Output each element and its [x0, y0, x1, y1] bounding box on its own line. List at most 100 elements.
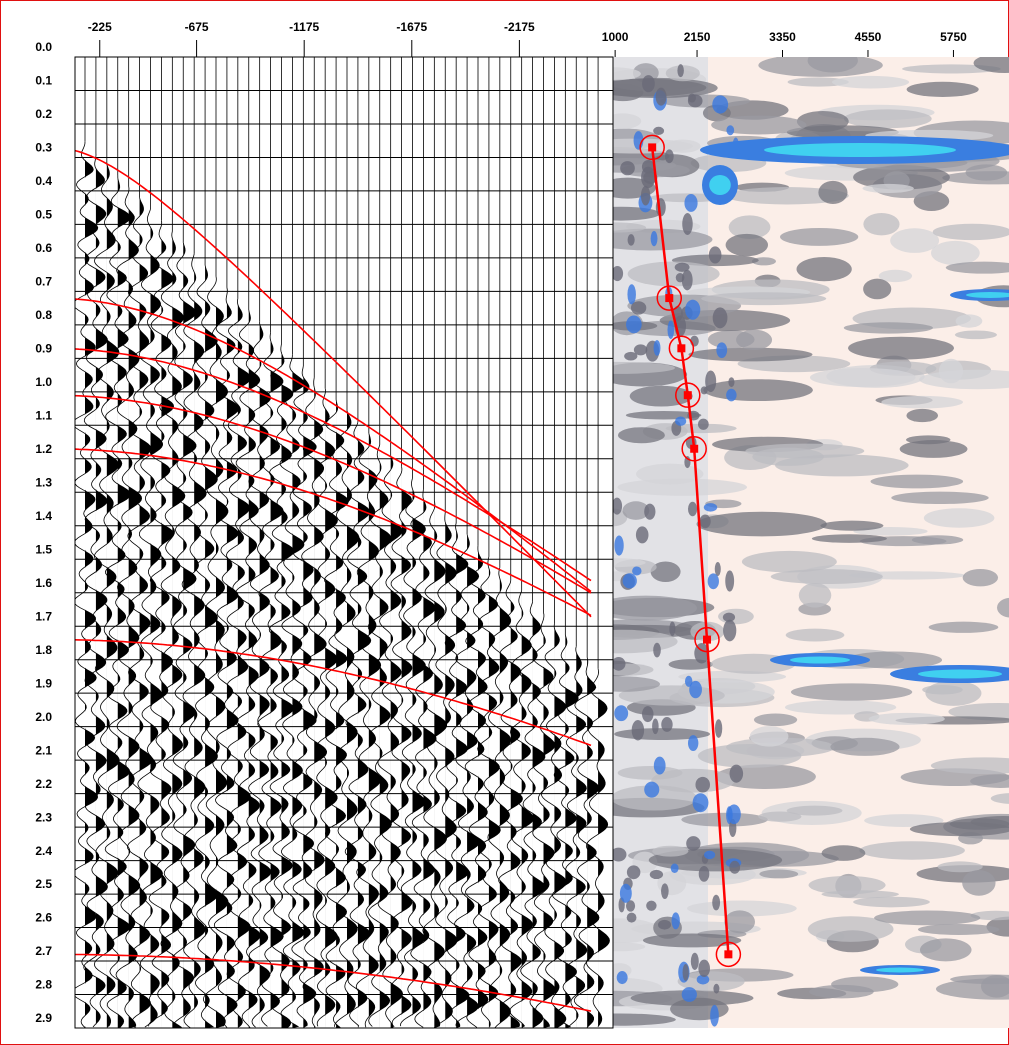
- semblance-blob: [725, 187, 849, 205]
- semblance-spot: [675, 273, 685, 283]
- semblance-spot: [622, 573, 637, 589]
- semblance-spot: [614, 705, 629, 722]
- semblance-blob: [863, 278, 892, 300]
- semblance-blob: [997, 597, 1009, 618]
- trace-wiggle: [400, 478, 426, 1027]
- semblance-spot: [681, 987, 697, 1002]
- semblance-blob: [928, 621, 999, 633]
- pick-marker: [690, 444, 699, 453]
- semblance-peak-core: [876, 967, 924, 973]
- trace-wiggle: [291, 365, 317, 1027]
- semblance-spot: [727, 804, 741, 825]
- semblance-blob: [696, 511, 827, 537]
- semblance-blob: [862, 183, 914, 193]
- semblance-blob: [906, 81, 979, 97]
- semblance-spot: [675, 416, 687, 426]
- semblance-spot: [697, 418, 709, 430]
- y-tick-label: 1.0: [35, 375, 52, 389]
- semblance-blob: [809, 368, 916, 387]
- semblance-blob: [617, 765, 683, 780]
- semblance-blob: [613, 595, 697, 621]
- trace-fill: [379, 444, 392, 1028]
- semblance-spot: [670, 863, 679, 873]
- x-tick-label: 1000: [602, 30, 629, 44]
- semblance-spot: [655, 87, 667, 106]
- semblance-spot: [653, 756, 666, 775]
- semblance-blob: [753, 713, 798, 727]
- semblance-spot: [710, 1004, 719, 1027]
- semblance-blob: [749, 726, 789, 747]
- trace-wiggle: [477, 556, 501, 1027]
- moveout-curve: [75, 448, 592, 617]
- trace-wiggle: [390, 466, 413, 1028]
- trace-wiggle: [148, 220, 175, 1027]
- semblance-spot: [698, 866, 710, 882]
- semblance-spot: [713, 983, 720, 994]
- semblance-spot: [716, 342, 728, 358]
- x-tick-label: -1675: [396, 20, 427, 34]
- semblance-blob: [843, 322, 933, 334]
- semblance-blob: [891, 491, 989, 505]
- semblance-blob: [954, 330, 997, 340]
- semblance-blob: [759, 869, 799, 879]
- semblance-blob: [670, 997, 729, 1021]
- semblance-spot: [640, 185, 651, 206]
- semblance-blob: [725, 233, 769, 257]
- semblance-blob: [613, 78, 707, 97]
- semblance-spot: [650, 231, 658, 247]
- semblance-blob: [830, 737, 900, 756]
- trace-wiggle: [585, 668, 610, 1027]
- semblance-spot: [723, 619, 737, 642]
- semblance-spot: [627, 284, 636, 305]
- semblance-spot: [712, 894, 721, 911]
- moveout-curve: [75, 953, 592, 1012]
- trace-wiggle: [422, 500, 448, 1027]
- trace-wiggle: [487, 567, 512, 1028]
- semblance-blob: [853, 896, 930, 908]
- semblance-blob: [945, 261, 1009, 274]
- semblance-spot: [646, 900, 657, 911]
- semblance-spot: [674, 262, 690, 272]
- semblance-spot: [667, 320, 675, 340]
- semblance-spot: [641, 159, 655, 174]
- semblance-spot: [705, 370, 717, 393]
- semblance-spot: [690, 952, 699, 970]
- semblance-spot: [620, 161, 635, 176]
- semblance-blob: [652, 845, 689, 857]
- pick-marker: [703, 635, 712, 644]
- semblance-blob: [970, 774, 1009, 788]
- semblance-blob: [911, 535, 964, 545]
- semblance-spot: [708, 246, 722, 264]
- x-tick-label: 3350: [769, 30, 796, 44]
- semblance-spot: [626, 865, 641, 880]
- pick-marker: [683, 391, 692, 400]
- semblance-blob: [808, 875, 886, 895]
- trace-wiggle: [203, 276, 229, 1027]
- semblance-blob: [627, 261, 720, 287]
- semblance-blob: [925, 680, 982, 706]
- semblance-blob: [784, 700, 897, 715]
- trace-wiggle: [541, 623, 567, 1028]
- trace-wiggle: [279, 354, 305, 1028]
- axes: 0.0 0.1 0.2 0.3 0.4 0.5 0.6 0.7 0.8 0.9 1.0 1.1 1.2 1…: [35, 20, 967, 1029]
- semblance-spot: [712, 307, 728, 329]
- pick-circle: [715, 941, 742, 968]
- semblance-blob: [848, 336, 954, 360]
- semblance-spot: [631, 719, 645, 741]
- semblance-blob: [863, 212, 900, 236]
- semblance-blob: [930, 757, 1009, 775]
- trace-fill: [587, 657, 599, 1028]
- trace-wiggle: [509, 590, 534, 1027]
- y-tick-label: 1.6: [35, 576, 52, 590]
- trace-wiggle: [226, 298, 252, 1027]
- semblance-blob: [899, 440, 968, 458]
- trace-wiggle: [573, 657, 600, 1028]
- semblance-blob: [758, 811, 802, 822]
- semblance-peak-core: [966, 292, 1009, 298]
- trace-fill: [368, 433, 382, 1028]
- trace-wiggle: [498, 578, 523, 1028]
- semblance-spot: [635, 526, 649, 544]
- trace-fill: [423, 489, 437, 1028]
- semblance-spot: [658, 919, 672, 930]
- semblance-blob: [844, 651, 943, 669]
